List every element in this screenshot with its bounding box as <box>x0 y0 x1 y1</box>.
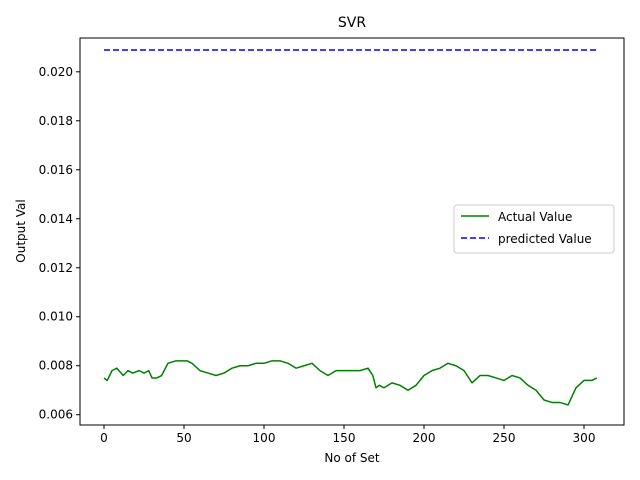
legend: Actual Value predicted Value <box>453 204 615 254</box>
y-tick-label: 0.014 <box>39 212 73 226</box>
x-tick-label: 100 <box>253 431 276 445</box>
y-tick-label: 0.008 <box>39 359 73 373</box>
legend-box <box>453 204 615 254</box>
x-tick-label: 0 <box>100 431 108 445</box>
x-tick-label: 50 <box>176 431 191 445</box>
x-axis: 0 50 100 150 200 250 300 <box>100 425 595 445</box>
x-tick-label: 200 <box>413 431 436 445</box>
series-line-actual-value <box>103 360 598 406</box>
x-tick-label: 300 <box>573 431 596 445</box>
y-tick-label: 0.006 <box>39 408 73 422</box>
y-axis: 0.006 0.008 0.010 0.012 0.014 0.016 0.018 0.020 <box>39 65 80 422</box>
y-tick-label: 0.018 <box>39 114 73 128</box>
y-tick-label: 0.020 <box>39 65 73 79</box>
plot-frame <box>79 37 625 426</box>
chart-title: SVR <box>338 15 366 31</box>
y-axis-label: Output Val <box>14 199 28 262</box>
legend-label-predicted: predicted Value <box>498 232 592 246</box>
y-tick-label: 0.012 <box>39 261 73 275</box>
legend-label-actual: Actual Value <box>498 210 572 224</box>
y-tick-label: 0.010 <box>39 310 73 324</box>
y-tick-label: 0.016 <box>39 163 73 177</box>
x-tick-label: 150 <box>333 431 356 445</box>
plot-area <box>103 49 598 406</box>
x-tick-label: 250 <box>493 431 516 445</box>
x-axis-label: No of Set <box>324 451 380 465</box>
